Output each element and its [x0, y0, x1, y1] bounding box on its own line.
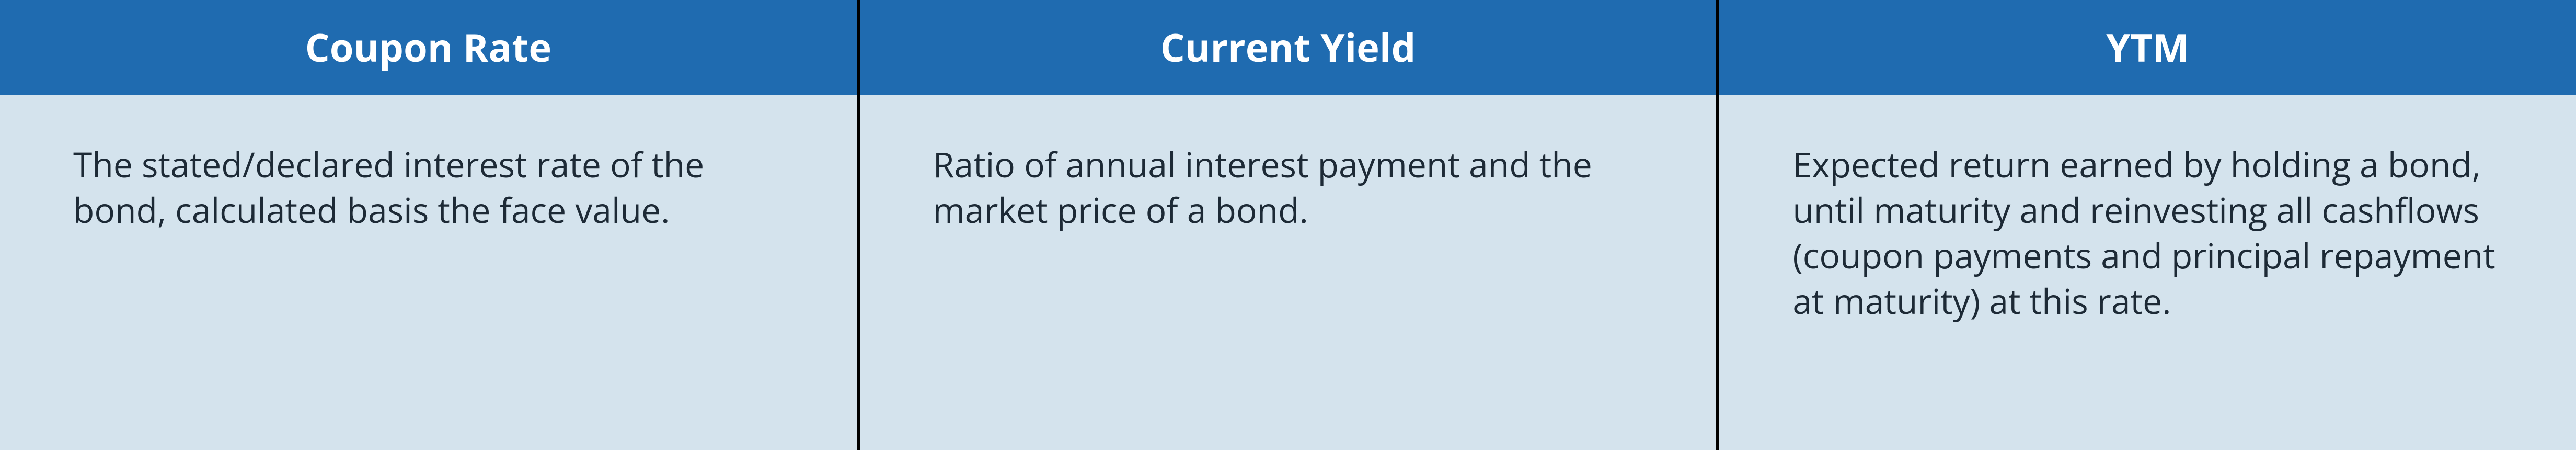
column-header: YTM [1719, 0, 2576, 95]
column-coupon-rate: Coupon Rate The stated/declared interest… [0, 0, 860, 450]
column-current-yield: Current Yield Ratio of annual interest p… [860, 0, 1720, 450]
column-header: Current Yield [860, 0, 1717, 95]
column-body: Expected return earned by holding a bond… [1719, 95, 2576, 450]
column-body: The stated/declared interest rate of the… [0, 95, 857, 450]
column-header: Coupon Rate [0, 0, 857, 95]
definitions-table: Coupon Rate The stated/declared interest… [0, 0, 2576, 450]
column-ytm: YTM Expected return earned by holding a … [1719, 0, 2576, 450]
column-body: Ratio of annual interest payment and the… [860, 95, 1717, 450]
